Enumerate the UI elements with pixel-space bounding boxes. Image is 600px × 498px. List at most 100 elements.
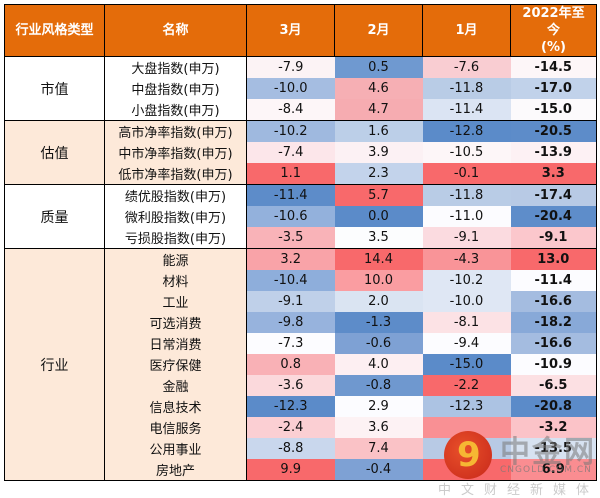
table-row: 质量 绩优股指数(申万) -11.4 5.7 -11.8 -17.4 (4, 184, 597, 249)
value-ytd: -18.2 (510, 312, 597, 333)
index-name: 金融 (104, 375, 247, 396)
header-row: 行业风格类型 名称 3月 2月 1月 2022年至今 (%) (4, 4, 597, 57)
table-row: 行业 能源 3.2 14.4 -4.3 13.0 (4, 248, 597, 481)
index-name: 房地产 (104, 459, 247, 481)
table-row: 工业 -9.1 2.0 -10.0 -16.6 (5, 291, 597, 312)
value-feb: 2.3 (334, 163, 423, 185)
index-name: 小盘指数(申万) (104, 99, 247, 121)
value-ytd: -13.9 (510, 142, 597, 163)
index-name: 电信服务 (104, 417, 247, 438)
index-name: 医疗保健 (104, 354, 247, 375)
value-ytd: -9.1 (510, 227, 597, 249)
value-ytd: -16.6 (510, 291, 597, 312)
table-row: 微利股指数(申万) -10.6 0.0 -11.0 -20.4 (5, 206, 597, 227)
category-cell: 质量 (4, 184, 105, 249)
table-row: 估值 高市净率指数(申万) -10.2 1.6 -12.8 -20.5 (4, 120, 597, 185)
value-feb: 5.7 (334, 184, 423, 206)
value-mar: -12.3 (246, 396, 335, 417)
value-mar: -7.3 (246, 333, 335, 354)
table-row: 信息技术 -12.3 2.9 -12.3 -20.8 (5, 396, 597, 417)
watermark-subtitle: 中文财经新媒体 (438, 483, 600, 498)
value-jan (422, 417, 511, 438)
value-mar: -10.2 (246, 120, 335, 142)
value-mar: -9.8 (246, 312, 335, 333)
value-ytd: -15.0 (510, 99, 597, 121)
header-type: 行业风格类型 (4, 4, 105, 57)
value-feb: 3.5 (334, 227, 423, 249)
index-name: 能源 (104, 248, 247, 270)
value-ytd: -17.4 (510, 184, 597, 206)
table-row: 小盘指数(申万) -8.4 4.7 -11.4 -15.0 (5, 99, 597, 121)
value-mar: -10.6 (246, 206, 335, 227)
value-feb: 0.5 (334, 56, 423, 78)
value-ytd: -20.4 (510, 206, 597, 227)
table-row: 日常消费 -7.3 -0.6 -9.4 -16.6 (5, 333, 597, 354)
value-ytd: 13.0 (510, 248, 597, 270)
value-ytd: 3.3 (510, 163, 597, 185)
header-ytd: 2022年至今 (%) (510, 4, 597, 57)
value-feb: -0.8 (334, 375, 423, 396)
table-row: 亏损股指数(申万) -3.5 3.5 -9.1 -9.1 (5, 227, 597, 249)
index-name: 低市净率指数(申万) (104, 163, 247, 185)
value-feb: -0.4 (334, 459, 423, 481)
header-feb: 2月 (334, 4, 423, 57)
value-jan: -15.0 (422, 354, 511, 375)
value-feb: 2.0 (334, 291, 423, 312)
index-name: 中盘指数(申万) (104, 78, 247, 99)
style-performance-table: 行业风格类型 名称 3月 2月 1月 2022年至今 (%) 市值 大盘指数(申万)… (4, 4, 597, 481)
value-jan: -9.4 (422, 333, 511, 354)
value-feb: 3.6 (334, 417, 423, 438)
value-mar: -10.0 (246, 78, 335, 99)
table-row: 可选消费 -9.8 -1.3 -8.1 -18.2 (5, 312, 597, 333)
value-jan: -9.1 (422, 227, 511, 249)
category-cell: 行业 (4, 248, 105, 481)
index-name: 可选消费 (104, 312, 247, 333)
index-name: 工业 (104, 291, 247, 312)
value-ytd: -17.0 (510, 78, 597, 99)
value-mar: -8.8 (246, 438, 335, 459)
value-ytd: -20.8 (510, 396, 597, 417)
index-name: 材料 (104, 270, 247, 291)
value-feb: 4.0 (334, 354, 423, 375)
header-name: 名称 (104, 4, 247, 57)
value-mar: 9.9 (246, 459, 335, 481)
category-cell: 市值 (4, 56, 105, 121)
header-mar: 3月 (246, 4, 335, 57)
value-mar: -3.5 (246, 227, 335, 249)
value-feb: 4.6 (334, 78, 423, 99)
value-ytd: -16.6 (510, 333, 597, 354)
value-jan (422, 438, 511, 459)
value-mar: -11.4 (246, 184, 335, 206)
index-name: 大盘指数(申万) (104, 56, 247, 78)
index-name: 信息技术 (104, 396, 247, 417)
value-mar: -8.4 (246, 99, 335, 121)
value-jan: -12.3 (422, 396, 511, 417)
index-name: 绩优股指数(申万) (104, 184, 247, 206)
value-feb: 7.4 (334, 438, 423, 459)
value-mar: -3.6 (246, 375, 335, 396)
table-row: 市值 大盘指数(申万) -7.9 0.5 -7.6 -14.5 (4, 56, 597, 121)
value-ytd: -6.5 (510, 375, 597, 396)
value-mar: -2.4 (246, 417, 335, 438)
value-feb: 4.7 (334, 99, 423, 121)
value-jan: -8.1 (422, 312, 511, 333)
table-row: 材料 -10.4 10.0 -10.2 -11.4 (5, 270, 597, 291)
value-mar: -7.4 (246, 142, 335, 163)
value-jan: -2.2 (422, 459, 511, 481)
index-name: 微利股指数(申万) (104, 206, 247, 227)
table-row: 低市净率指数(申万) 1.1 2.3 -0.1 3.3 (5, 163, 597, 185)
value-jan: -12.8 (422, 120, 511, 142)
value-jan: -0.1 (422, 163, 511, 185)
value-ytd: 6.9 (510, 459, 597, 481)
category-cell: 估值 (4, 120, 105, 185)
value-feb: 3.9 (334, 142, 423, 163)
header-jan: 1月 (422, 4, 511, 57)
table-row: 中盘指数(申万) -10.0 4.6 -11.8 -17.0 (5, 78, 597, 99)
value-ytd: -11.4 (510, 270, 597, 291)
value-mar: -9.1 (246, 291, 335, 312)
index-name: 日常消费 (104, 333, 247, 354)
value-feb: 1.6 (334, 120, 423, 142)
value-feb: -1.3 (334, 312, 423, 333)
value-jan: -10.5 (422, 142, 511, 163)
value-jan: -2.2 (422, 375, 511, 396)
